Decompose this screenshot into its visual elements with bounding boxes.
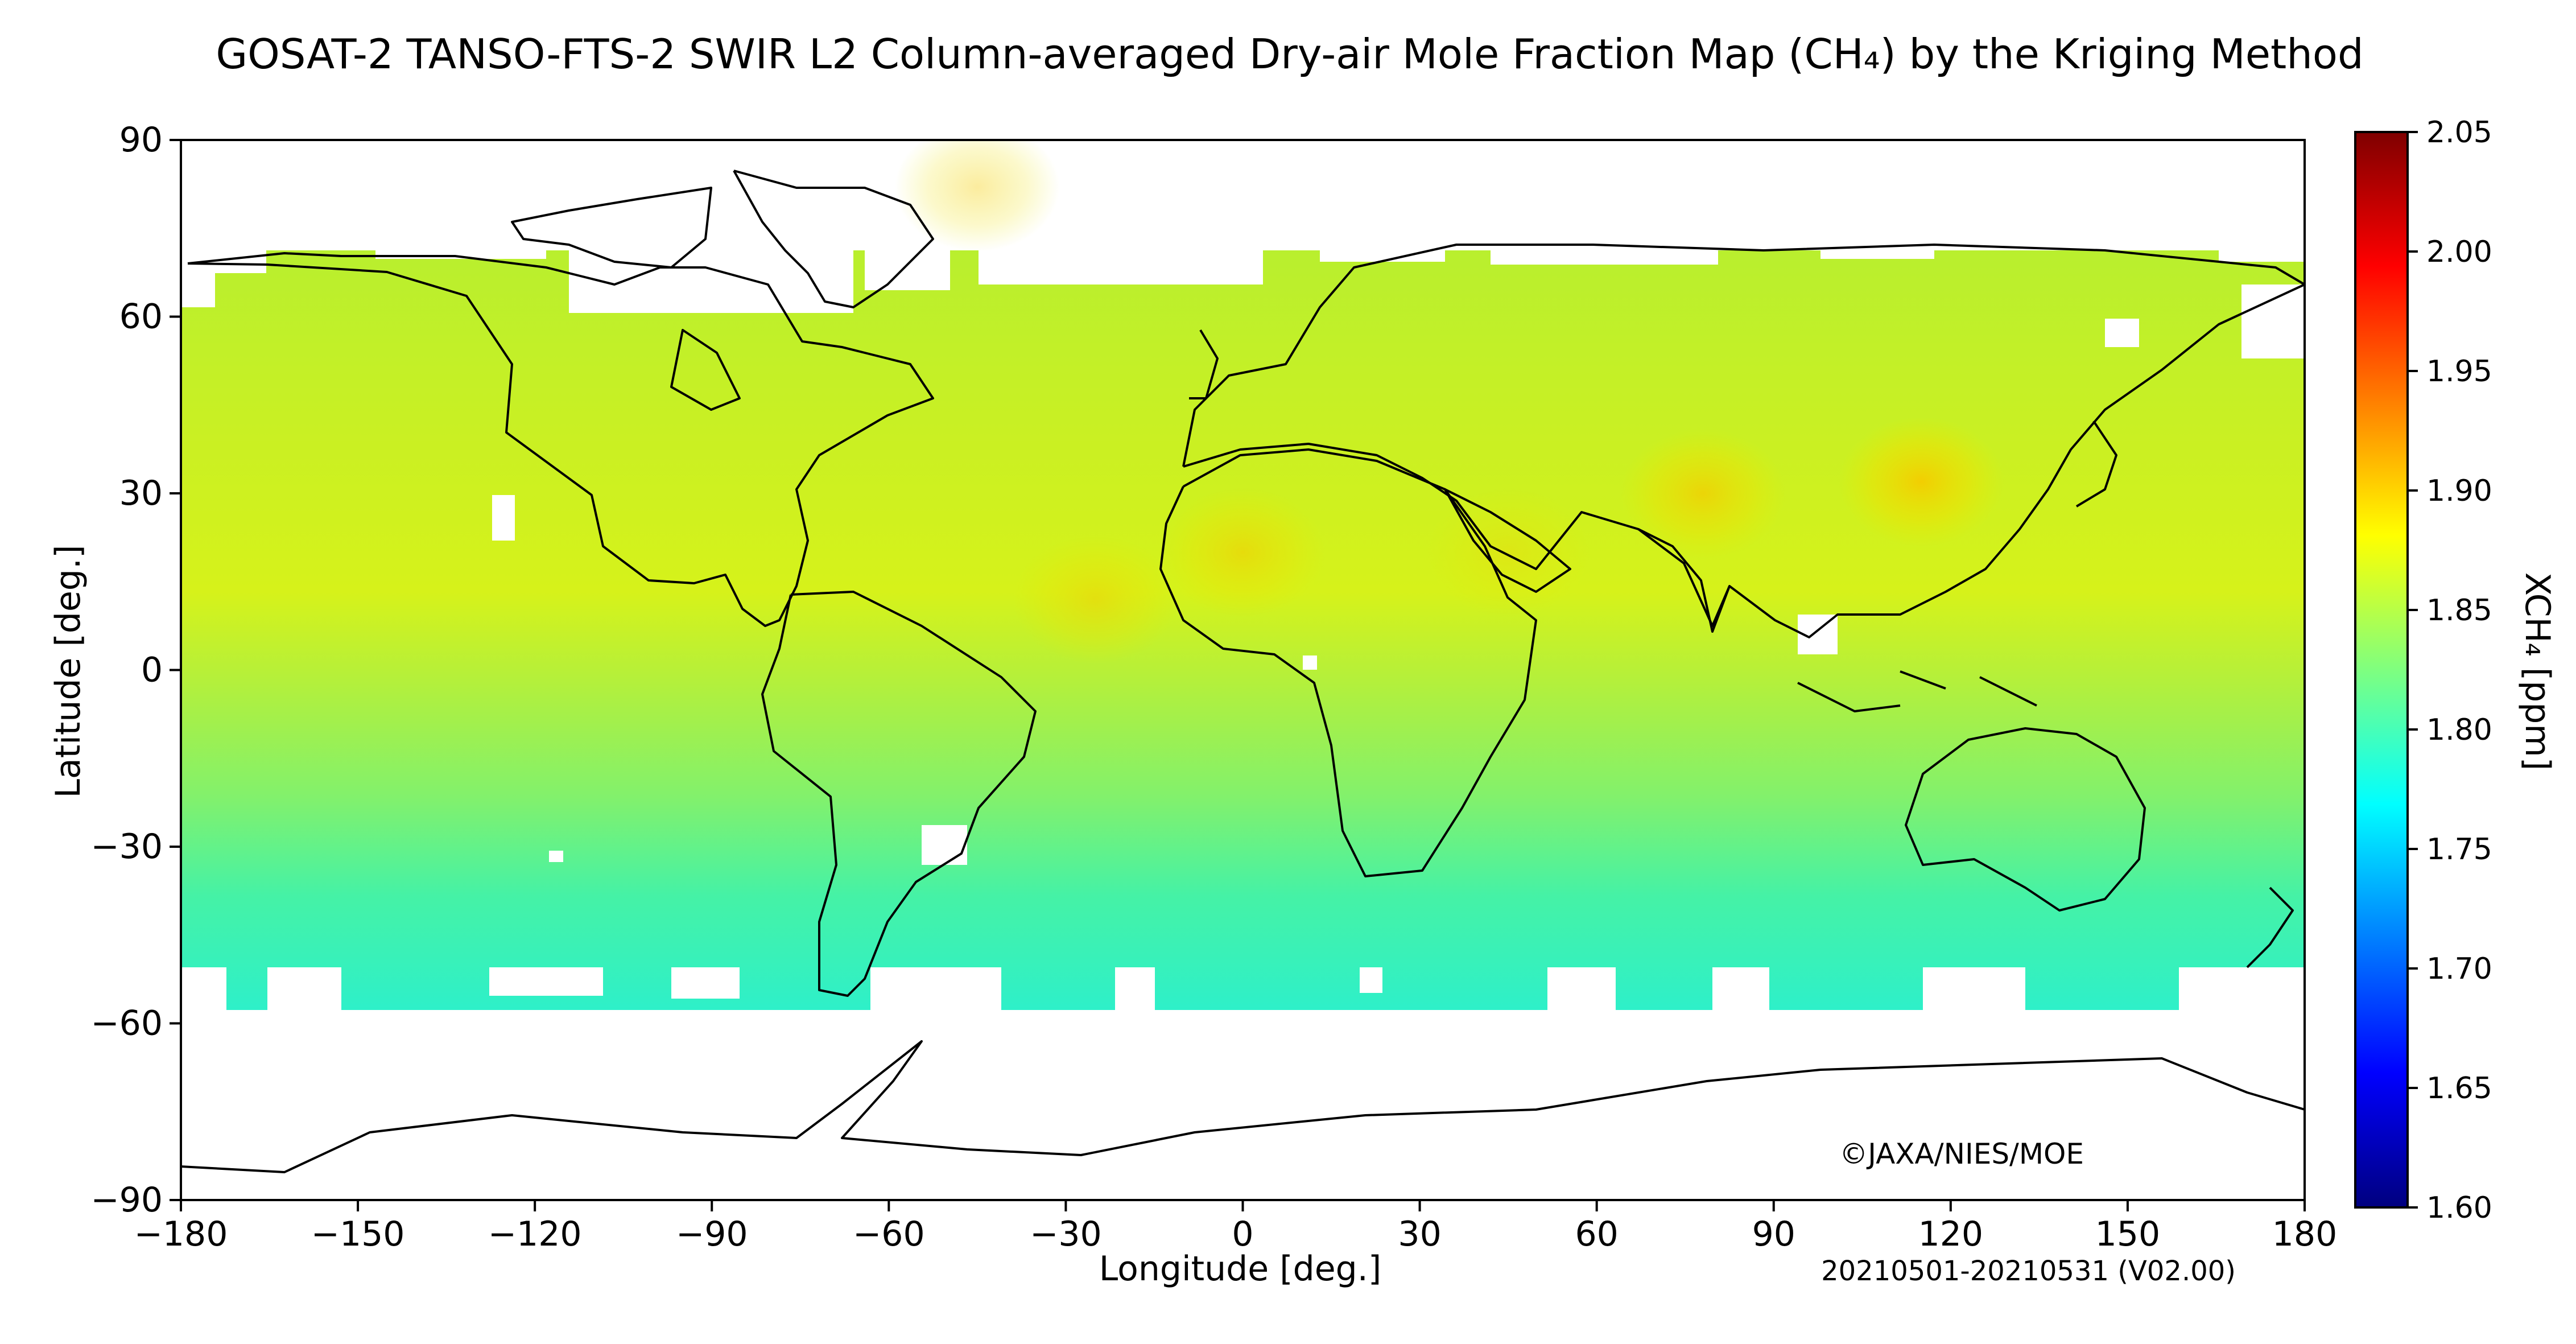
coast-north-america <box>187 252 934 627</box>
hotspot-marker <box>1160 487 1326 617</box>
colorbar-gradient <box>2354 131 2409 1209</box>
colorbar-tick-label: 1.85 <box>2426 593 2492 628</box>
y-tick-label: 60 <box>119 297 163 337</box>
x-tick-label: −30 <box>1030 1214 1102 1254</box>
hotspot-marker <box>1013 534 1178 665</box>
y-axis: 90 60 30 0 −30 −60 −90 <box>90 120 181 1220</box>
y-axis-title: Latitude [deg.] <box>48 545 88 798</box>
coast-hudson-bay <box>670 329 741 411</box>
colorbar-tick-label: 1.75 <box>2426 832 2492 867</box>
y-tick-label: 90 <box>119 120 163 160</box>
colorbar-tick-label: 1.60 <box>2426 1191 2492 1225</box>
x-axis-title: Longitude [deg.] <box>1099 1249 1381 1289</box>
coast-indonesia <box>1797 670 2037 712</box>
hotspot-marker <box>1838 417 2004 547</box>
coast-greenland <box>733 170 934 308</box>
y-tick-label: −30 <box>90 827 163 867</box>
y-tick-label: 0 <box>141 650 163 690</box>
hotspot-marker <box>1620 428 1786 558</box>
coast-japan <box>2075 420 2117 508</box>
coast-south-america <box>761 591 1037 997</box>
x-tick-label: −150 <box>311 1214 405 1254</box>
y-tick-label: −60 <box>90 1004 163 1044</box>
colorbar-tick-label: 1.95 <box>2426 354 2492 389</box>
x-tick-label: 30 <box>1398 1214 1441 1254</box>
colorbar-label: XCH₄ [ppm] <box>2517 572 2557 770</box>
colorbar-tick-label: 2.05 <box>2426 116 2492 150</box>
colorbar-tick-label: 1.70 <box>2426 952 2492 986</box>
x-tick-label: 90 <box>1752 1214 1795 1254</box>
no-data-mask <box>181 250 2305 1010</box>
y-tick-label: 30 <box>119 473 163 513</box>
xch4-field <box>181 250 2305 1010</box>
colorbar-tick-label: 2.00 <box>2426 235 2492 269</box>
map-title: GOSAT-2 TANSO-FTS-2 SWIR L2 Column-avera… <box>216 30 2363 78</box>
y-tick-label: −90 <box>90 1180 163 1220</box>
x-tick-label: 0 <box>1232 1214 1253 1254</box>
colorbar-tick-label: 1.90 <box>2426 474 2492 508</box>
colorbar-tick-label: 1.80 <box>2426 713 2492 747</box>
x-tick-label: −90 <box>676 1214 748 1254</box>
x-tick-label: −120 <box>488 1214 582 1254</box>
x-axis: −180 −150 −120 −90 −60 −30 0 30 60 90 120 150 180 <box>134 1200 2338 1254</box>
x-tick-label: 180 <box>2272 1214 2338 1254</box>
coast-eurasia <box>1182 244 2305 638</box>
map-plot-area <box>181 140 2305 1200</box>
coastlines <box>181 170 2305 1173</box>
coast-africa <box>1159 448 1537 877</box>
coast-antarctica <box>181 1040 2305 1173</box>
observation-period: 20210501-20210531 (V02.00) <box>1821 1255 2236 1287</box>
colorbar: 2.05 2.00 1.95 1.90 1.85 1.80 1.75 1.70 1.65 1.60… <box>2354 116 2557 1225</box>
coast-australia <box>1905 727 2146 912</box>
x-tick-label: −180 <box>134 1214 228 1254</box>
hotspot-layer <box>894 140 2004 665</box>
x-tick-label: 120 <box>1918 1214 1984 1254</box>
coast-new-zealand <box>2246 887 2294 968</box>
x-tick-label: −60 <box>853 1214 925 1254</box>
hotspot-marker <box>894 140 1060 252</box>
coast-uk <box>1189 329 1219 399</box>
colorbar-ticks: 2.05 2.00 1.95 1.90 1.85 1.80 1.75 1.70 1.65 1.60 <box>2408 116 2492 1225</box>
colorbar-tick-label: 1.65 <box>2426 1071 2492 1106</box>
x-tick-label: 150 <box>2095 1214 2161 1254</box>
coast-arctic-islands <box>511 187 712 269</box>
x-tick-label: 60 <box>1575 1214 1618 1254</box>
coast-arabia <box>1444 488 1571 593</box>
copyright-credit: ©JAXA/NIES/MOE <box>1839 1137 2084 1170</box>
coast-india <box>1638 528 1731 633</box>
